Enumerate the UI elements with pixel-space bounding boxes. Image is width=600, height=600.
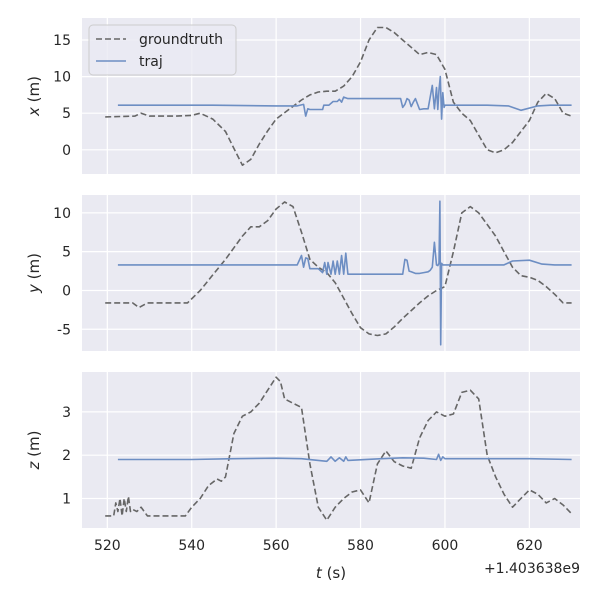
subplot-z: 1 2 3 520 540 560 580 600 620 z (m) (25, 372, 580, 554)
y-tick-label: 15 (53, 33, 71, 49)
y-tick-label: 3 (62, 405, 71, 421)
x-tick-label: 560 (263, 538, 290, 554)
legend-label-groundtruth: groundtruth (139, 32, 223, 48)
y-axis-label: y (m) (25, 253, 43, 294)
y-axis-label: z (m) (25, 431, 43, 471)
series-line-groundtruth (105, 201, 572, 337)
x-tick-label: 580 (347, 538, 374, 554)
x-axis-offset-text: +1.403638e9 (484, 561, 580, 577)
subplot-y: -5 0 5 10 y (m) (25, 195, 580, 351)
legend-label-traj: traj (139, 54, 163, 70)
y-tick-label: 5 (62, 245, 71, 261)
series-line-groundtruth (105, 26, 572, 166)
y-tick-label: 0 (62, 283, 71, 299)
subplots: 0 5 10 15 x (m) -5 0 5 10 y (m) 1 2 3 520 540 560 580 600… (25, 18, 580, 554)
y-tick-label: -5 (57, 322, 71, 338)
x-tick-label: 520 (94, 538, 121, 554)
series-line-traj (117, 75, 572, 120)
y-tick-label: 1 (62, 492, 71, 508)
plot-area (82, 372, 580, 528)
x-axis-label: t (s) (316, 564, 346, 582)
x-tick-label: 540 (178, 538, 205, 554)
x-axis-label-var: t (316, 564, 323, 582)
x-axis-label-unit: (s) (322, 564, 346, 582)
legend-frame (88, 24, 237, 76)
y-tick-label: 0 (62, 143, 71, 159)
x-tick-label: 600 (432, 538, 459, 554)
y-tick-label: 5 (62, 106, 71, 122)
y-tick-label: 2 (62, 448, 71, 464)
x-tick-label: 620 (516, 538, 543, 554)
y-tick-label: 10 (53, 206, 71, 222)
series-line-groundtruth (105, 376, 573, 522)
y-axis-label: x (m) (25, 76, 43, 117)
series-line-traj (117, 200, 572, 346)
series-line-traj (117, 453, 572, 463)
y-tick-label: 10 (53, 70, 71, 86)
legend: groundtruth traj (88, 24, 237, 76)
